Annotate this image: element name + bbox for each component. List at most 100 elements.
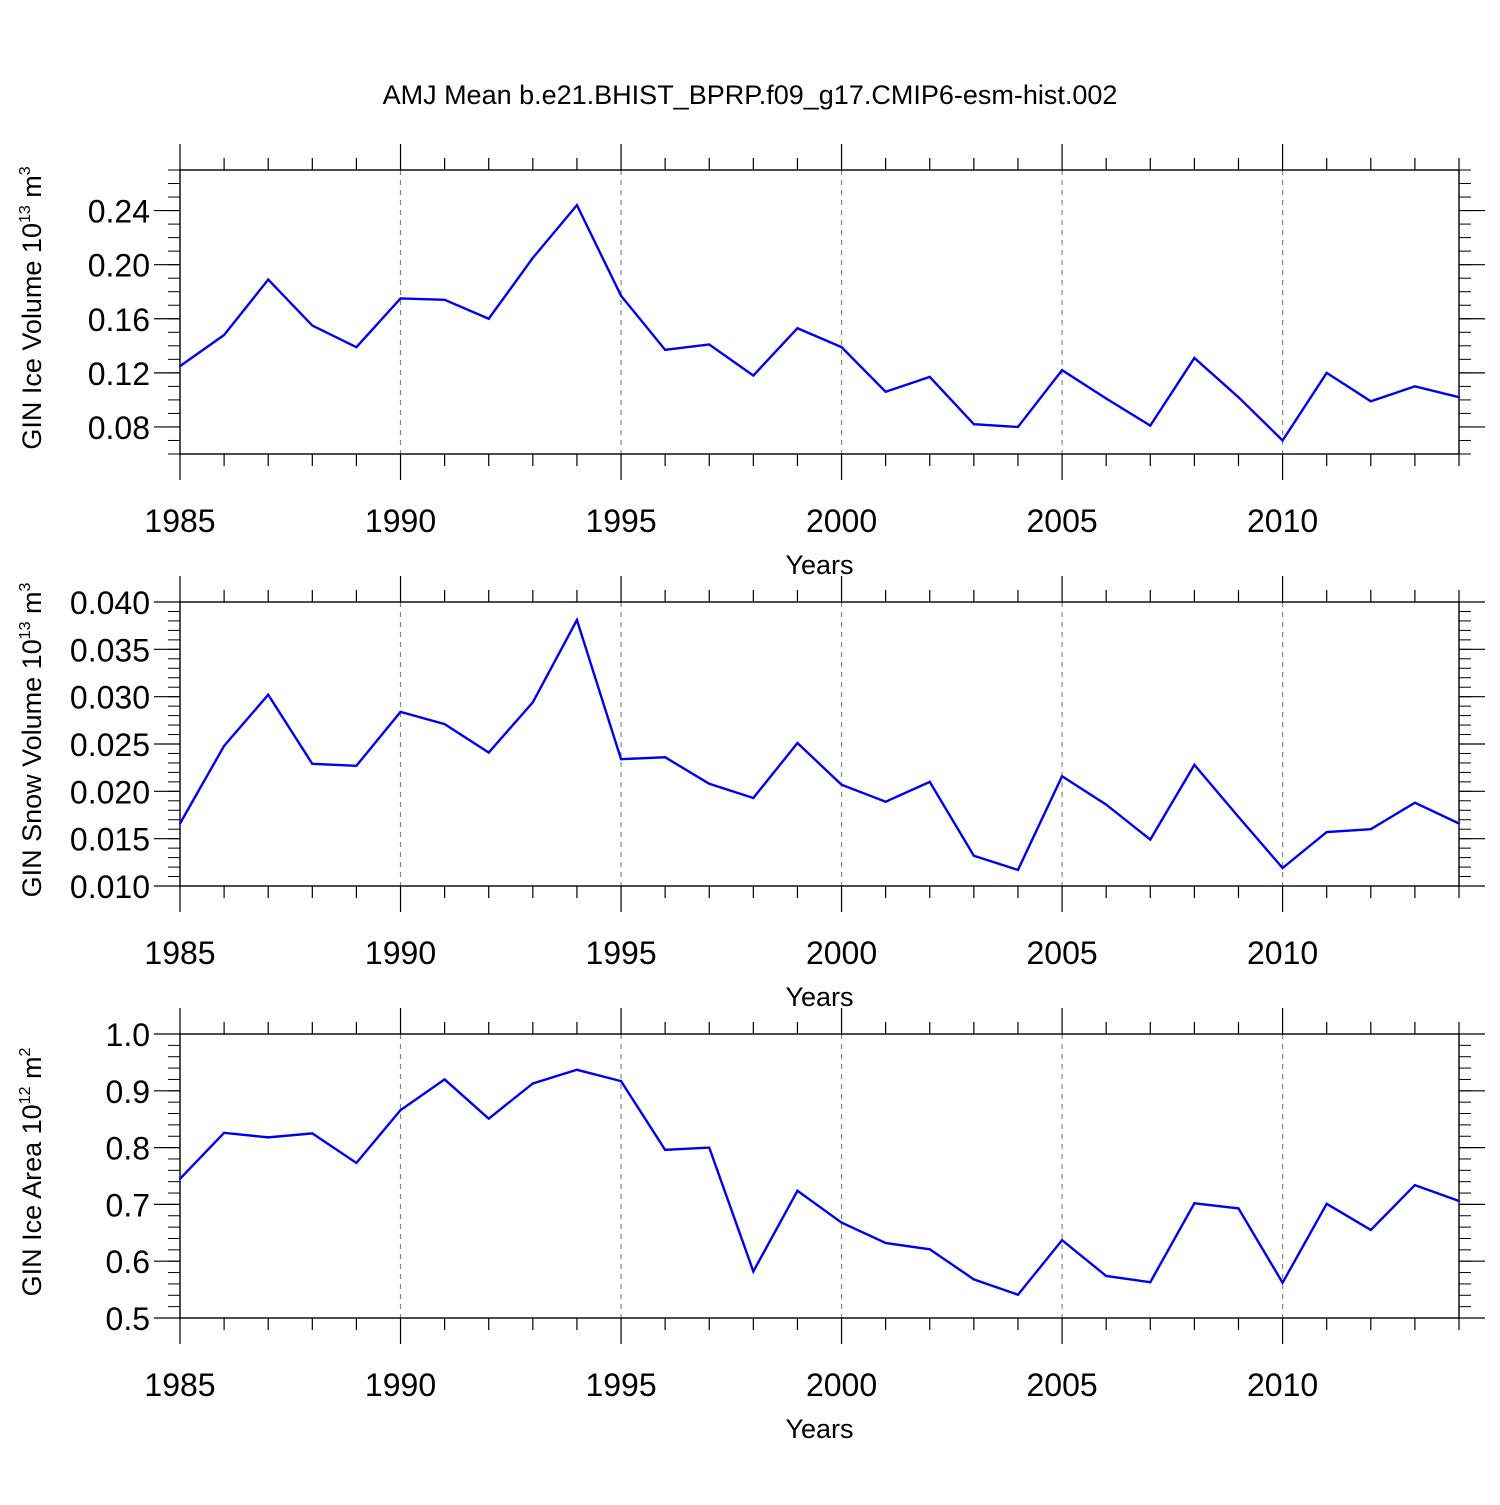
data-point [355,346,358,349]
data-point [752,796,755,800]
data-point [1149,838,1152,841]
y-axis-label: GIN Ice Volume 1013 m3 [17,166,47,449]
data-point [223,1131,226,1134]
data-point [840,783,843,786]
chart-panel-3: 0.5 0.6 0.7 0.8 0.9 1.0 1985 1990 1995 2000 2005 20… [17,1008,1485,1444]
data-point [752,374,755,377]
y-tick-label: 0.6 [106,1244,150,1280]
x-tick-label: 1985 [144,503,215,539]
data-point [752,1270,755,1273]
data-point [1060,775,1064,778]
data-point [840,1221,843,1224]
data-point [178,364,182,368]
data-point [443,723,446,726]
data-point [884,800,887,803]
data-point [399,710,402,713]
x-tick-label: 2000 [806,1367,877,1403]
x-axis-label: Years [785,1414,853,1444]
data-point [884,1241,887,1245]
data-point [267,278,270,281]
x-tick-label: 2000 [806,503,877,539]
data-point [708,1146,711,1149]
data-point [1413,385,1416,388]
data-point [1016,425,1020,429]
data-point [1237,396,1240,399]
x-tick-label: 2010 [1247,503,1318,539]
x-tick-label: 2005 [1026,503,1097,539]
data-point [664,348,667,351]
data-point [399,297,402,300]
data-point [619,1080,623,1083]
figure-title: AMJ Mean b.e21.BHIST_BPRP.f09_g17.CMIP6-… [382,80,1118,110]
data-point [1193,356,1196,360]
data-point [796,741,799,745]
data-point [487,1117,490,1120]
data-point [1060,369,1064,372]
y-tick-label: 0.020 [70,774,150,810]
x-tick-label: 1985 [144,1367,215,1403]
data-point [928,1248,931,1251]
data-point [311,762,314,765]
data-point [1193,1202,1196,1205]
data-point [311,1132,314,1135]
data-point [928,780,931,783]
x-tick-label: 1990 [365,935,436,971]
data-point [531,256,534,260]
y-tick-label: 0.08 [88,410,150,446]
data-point [708,782,711,785]
data-point [399,1109,402,1112]
data-point [1457,822,1461,825]
data-point [1060,1239,1064,1242]
x-tick-label: 1990 [365,503,436,539]
data-point [178,822,182,825]
data-point [619,758,623,761]
x-tick-label: 2005 [1026,935,1097,971]
data-point [1325,830,1328,834]
data-point [531,1082,534,1085]
data-point [796,327,799,330]
data-point [443,298,446,301]
y-tick-label: 0.030 [70,680,150,716]
data-point [1281,866,1284,870]
plot-frame [179,169,1460,455]
data-point [664,756,667,759]
x-tick-label: 1990 [365,1367,436,1403]
y-axis-label: GIN Snow Volume 1013 m3 [17,582,47,897]
data-point [796,1189,799,1192]
x-tick-label: 1995 [585,1367,656,1403]
x-tick-label: 1995 [585,935,656,971]
x-tick-label: 2000 [806,935,877,971]
data-point [531,701,534,704]
data-point [1016,1293,1020,1296]
data-point [575,1068,579,1071]
y-tick-label: 0.12 [88,356,150,392]
y-tick-label: 0.015 [70,822,150,858]
data-point [178,1177,182,1180]
data-point [972,423,975,426]
data-point [1281,439,1284,442]
data-point [1457,1199,1461,1203]
series-line-2 [178,616,1460,872]
plot-frame [179,1033,1460,1319]
y-tick-label: 0.7 [106,1187,150,1223]
data-point [1105,397,1108,400]
data-point [1457,396,1461,399]
y-axis-label: GIN Ice Area 1012 m2 [17,1048,47,1297]
data-point [1237,815,1240,818]
y-tick-label: 0.9 [106,1074,150,1110]
y-tick-label: 1.0 [106,1017,150,1053]
data-point [664,1148,667,1151]
data-point [1281,1281,1284,1284]
x-axis-label: Years [785,550,853,580]
data-point [443,1078,446,1081]
data-point [575,618,579,622]
y-tick-label: 0.8 [106,1131,150,1167]
y-tick-label: 0.025 [70,727,150,763]
x-tick-label: 2005 [1026,1367,1097,1403]
data-point [928,375,931,379]
data-point [575,204,579,207]
x-tick-label: 1985 [144,935,215,971]
y-tick-label: 0.24 [88,194,150,230]
data-point [1413,1183,1416,1187]
y-tick-label: 0.16 [88,302,150,338]
